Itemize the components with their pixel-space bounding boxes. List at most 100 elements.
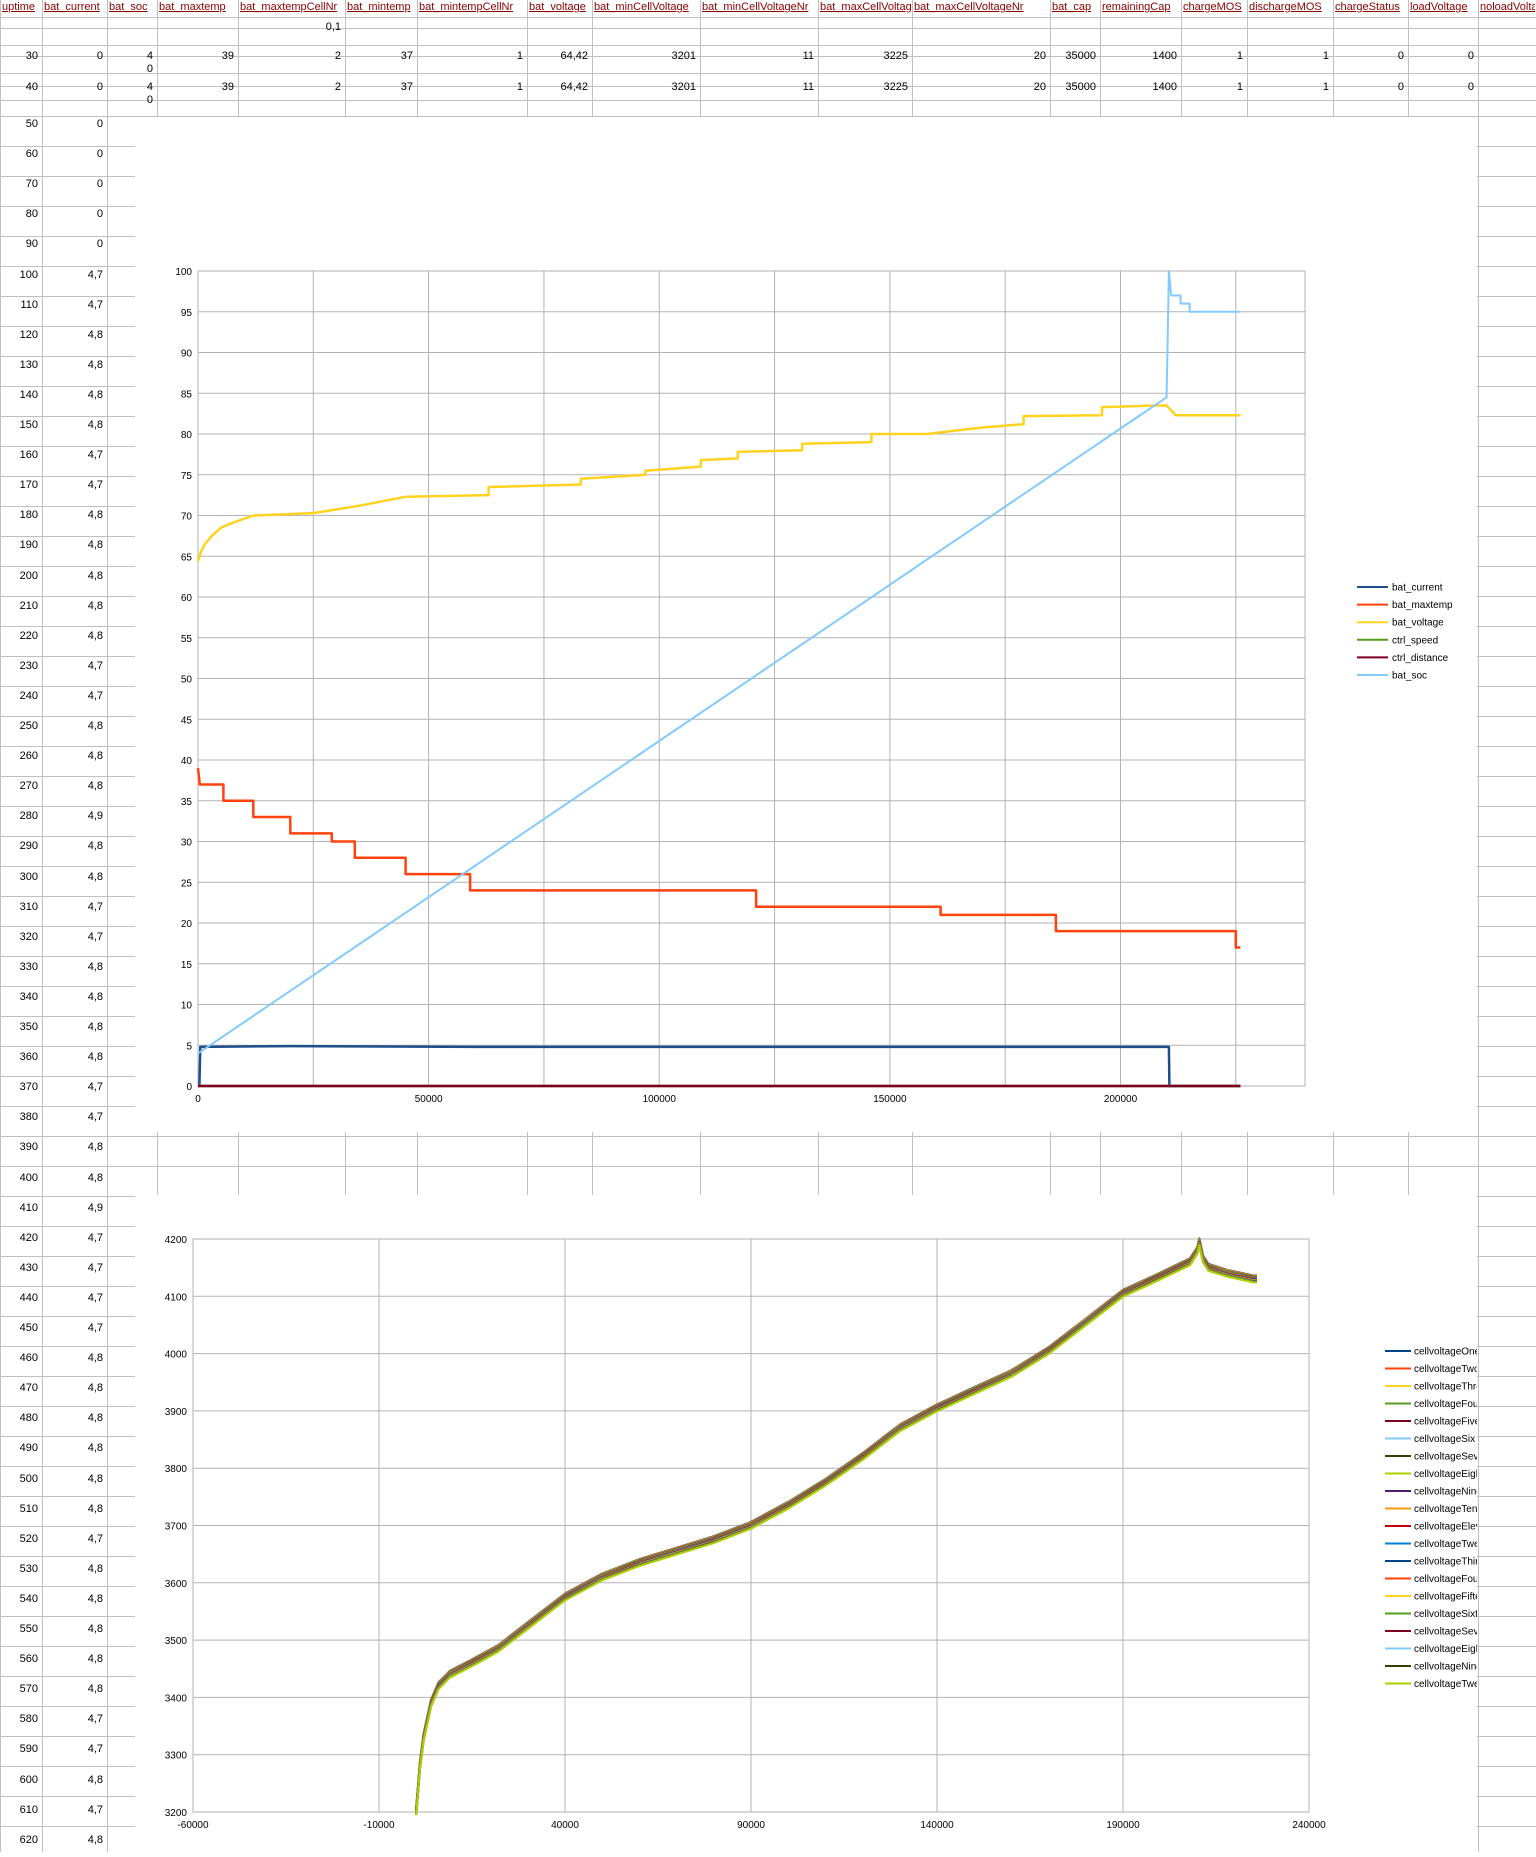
table-cell[interactable]: 4,8 (87, 1773, 103, 1786)
table-cell[interactable]: 190 (19, 539, 38, 552)
table-cell[interactable]: 4,7 (87, 1261, 103, 1274)
column-header[interactable]: bat_maxtempCellNr (240, 1, 338, 13)
table-cell[interactable]: 430 (19, 1261, 38, 1274)
table-cell[interactable]: 380 (19, 1111, 38, 1124)
table-cell[interactable]: 4,8 (87, 629, 103, 642)
table-cell[interactable]: 510 (19, 1502, 38, 1515)
table-cell[interactable]: 4,8 (87, 840, 103, 853)
table-cell[interactable]: 4,9 (87, 1201, 103, 1214)
table-cell[interactable]: 64,42 (560, 81, 588, 93)
table-cell[interactable]: 4,7 (87, 298, 103, 311)
table-cell[interactable]: 550 (19, 1623, 38, 1635)
column-header[interactable]: remainingCap (1102, 1, 1171, 13)
table-cell[interactable]: 40 (25, 81, 38, 93)
table-cell[interactable]: 4,7 (87, 1803, 103, 1816)
table-cell[interactable]: 4,7 (87, 689, 103, 702)
table-cell[interactable]: 0 (96, 238, 103, 251)
table-cell[interactable]: 90 (25, 238, 38, 251)
table-cell[interactable]: 37 (400, 50, 413, 62)
table-cell[interactable]: 4,7 (87, 449, 103, 462)
table-cell[interactable]: 490 (19, 1442, 38, 1455)
table-cell[interactable]: 4,8 (87, 1502, 103, 1515)
table-cell[interactable]: 4,8 (87, 1562, 103, 1575)
table-cell[interactable]: 37 (400, 81, 413, 93)
table-cell[interactable]: 140 (19, 388, 38, 401)
table-cell[interactable]: 4,8 (87, 388, 103, 401)
table-cell[interactable]: 4,8 (87, 1442, 103, 1455)
table-cell[interactable]: 3201 (671, 81, 696, 93)
table-cell[interactable]: 200 (19, 569, 38, 582)
table-cell[interactable]: 1 (516, 81, 523, 93)
table-cell[interactable]: 4,8 (87, 1141, 103, 1154)
table-cell[interactable]: 4,8 (87, 1653, 103, 1666)
column-header[interactable]: bat_soc (109, 1, 148, 13)
table-cell[interactable]: 4,7 (87, 930, 103, 943)
table-cell[interactable]: 4,8 (87, 1412, 103, 1425)
table-cell[interactable]: 0 (1397, 81, 1404, 93)
table-cell[interactable]: 480 (19, 1412, 38, 1425)
table-cell[interactable]: 4,8 (87, 1051, 103, 1064)
table-cell[interactable]: 4,8 (87, 750, 103, 763)
table-cell[interactable]: 4,8 (87, 1833, 103, 1846)
table-cell[interactable]: 210 (19, 599, 38, 612)
table-cell[interactable]: 4,7 (87, 1291, 103, 1304)
table-cell[interactable]: 300 (19, 870, 38, 883)
table-cell[interactable]: 570 (19, 1683, 38, 1696)
table-cell[interactable]: 0 (96, 81, 103, 93)
table-cell[interactable]: 4,8 (87, 419, 103, 431)
table-cell[interactable]: 4,8 (87, 509, 103, 522)
table-cell[interactable]: 0 (1467, 81, 1474, 93)
table-cell[interactable]: 530 (19, 1562, 38, 1575)
table-cell[interactable]: 30 (25, 50, 38, 62)
table-cell[interactable]: 4,8 (87, 328, 103, 341)
table-cell[interactable]: 4,7 (87, 479, 103, 492)
table-cell[interactable]: 35000 (1065, 81, 1096, 93)
column-header[interactable]: bat_voltage (529, 1, 586, 13)
table-cell[interactable]: 320 (19, 930, 38, 943)
chart-battery-panel[interactable]: 0 5 10 15 20 25 30 35 40 45 50 55 60 65 70 75 80 85 90 95 10… (135, 117, 1477, 1132)
column-header[interactable]: dischargeMOS (1249, 1, 1322, 13)
table-cell[interactable]: 0 (96, 50, 103, 62)
table-cell[interactable]: 20 (1033, 81, 1046, 93)
table-cell[interactable]: 1 (1236, 81, 1243, 93)
table-cell[interactable]: 3225 (883, 81, 908, 93)
table-cell[interactable]: 4,8 (87, 1592, 103, 1605)
table-cell[interactable]: 4,7 (87, 900, 103, 913)
chart-cellvoltage-panel[interactable]: 3200 3300 3400 3500 3600 3700 3800 3900 4000 4100… (135, 1195, 1509, 1852)
table-cell[interactable]: 470 (19, 1382, 38, 1395)
table-cell[interactable]: 560 (19, 1653, 38, 1666)
table-cell[interactable]: 4,8 (87, 1623, 103, 1635)
table-cell[interactable]: 1 (1236, 50, 1243, 62)
table-cell[interactable]: 1 (516, 50, 523, 62)
table-cell[interactable]: 4,8 (87, 960, 103, 973)
table-cell[interactable]: 4,8 (87, 539, 103, 552)
table-cell[interactable]: 4,8 (87, 1021, 103, 1033)
table-cell[interactable]: 4,8 (87, 870, 103, 883)
table-cell[interactable]: 230 (19, 659, 38, 672)
column-header[interactable]: bat_mintempCellNr (419, 1, 514, 13)
table-cell[interactable]: 50 (25, 118, 38, 130)
table-cell[interactable]: 0 (146, 63, 153, 75)
column-header[interactable]: bat_minCellVoltage (594, 1, 689, 13)
table-cell[interactable]: 410 (19, 1201, 38, 1214)
table-cell[interactable]: 4,7 (87, 1322, 103, 1334)
column-header[interactable]: bat_maxCellVoltage (820, 1, 911, 13)
table-cell[interactable]: 4,9 (87, 810, 103, 823)
table-cell[interactable]: 3225 (883, 50, 908, 62)
table-cell[interactable]: 64,42 (560, 50, 588, 62)
table-cell[interactable]: 600 (19, 1773, 38, 1786)
table-cell[interactable]: 39 (221, 50, 234, 62)
table-cell[interactable]: 4,8 (87, 569, 103, 582)
table-cell[interactable]: 620 (19, 1833, 38, 1846)
table-cell[interactable]: 1 (1322, 50, 1329, 62)
table-cell[interactable]: 100 (19, 268, 38, 281)
table-cell[interactable]: 20 (1033, 50, 1046, 62)
table-cell[interactable]: 160 (19, 449, 38, 462)
table-cell[interactable]: 260 (19, 750, 38, 763)
column-header[interactable]: bat_maxCellVoltageNr (914, 1, 1024, 13)
table-cell[interactable]: 4,8 (87, 1382, 103, 1395)
table-cell[interactable]: 0 (146, 94, 153, 106)
column-header[interactable]: uptime (2, 1, 36, 13)
table-cell[interactable]: 540 (19, 1592, 38, 1605)
table-cell[interactable]: 250 (19, 720, 38, 732)
